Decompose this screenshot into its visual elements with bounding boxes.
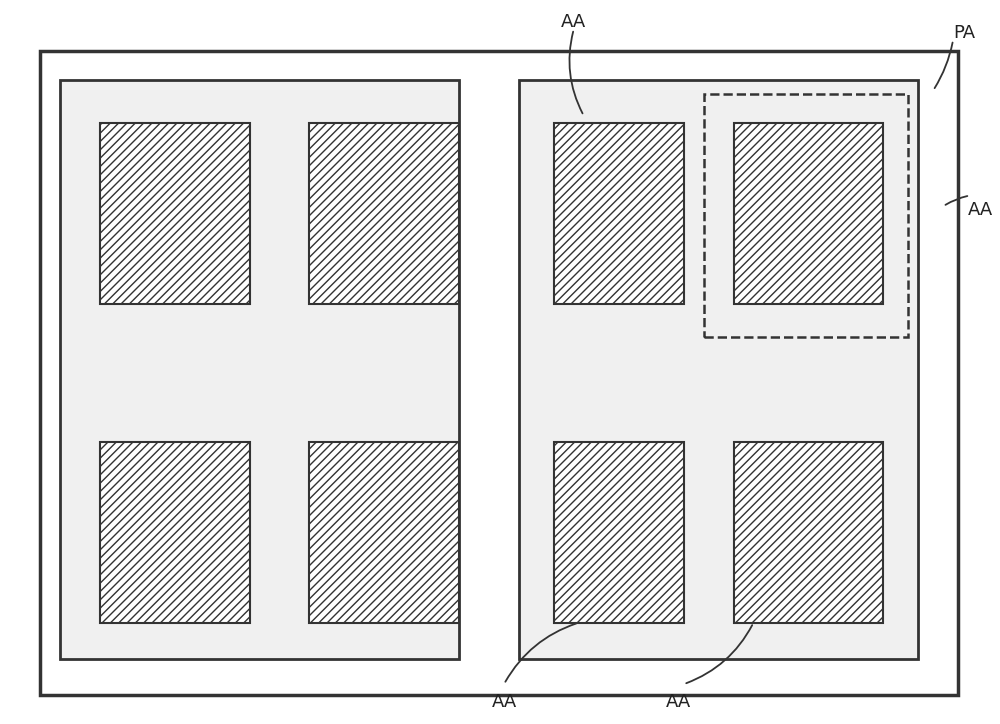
Bar xyxy=(704,94,908,337)
Bar xyxy=(734,442,883,623)
Bar xyxy=(309,123,459,304)
Bar xyxy=(100,442,250,623)
Bar xyxy=(40,51,958,695)
Text: PA: PA xyxy=(953,24,975,41)
Text: AA: AA xyxy=(666,694,691,711)
Bar xyxy=(60,80,459,659)
Bar xyxy=(734,123,883,304)
Text: AA: AA xyxy=(968,201,993,219)
Bar xyxy=(554,123,684,304)
Text: AA: AA xyxy=(561,13,586,30)
Bar xyxy=(309,442,459,623)
Bar xyxy=(100,123,250,304)
Bar xyxy=(554,442,684,623)
Text: AA: AA xyxy=(491,694,517,711)
Bar xyxy=(519,80,918,659)
